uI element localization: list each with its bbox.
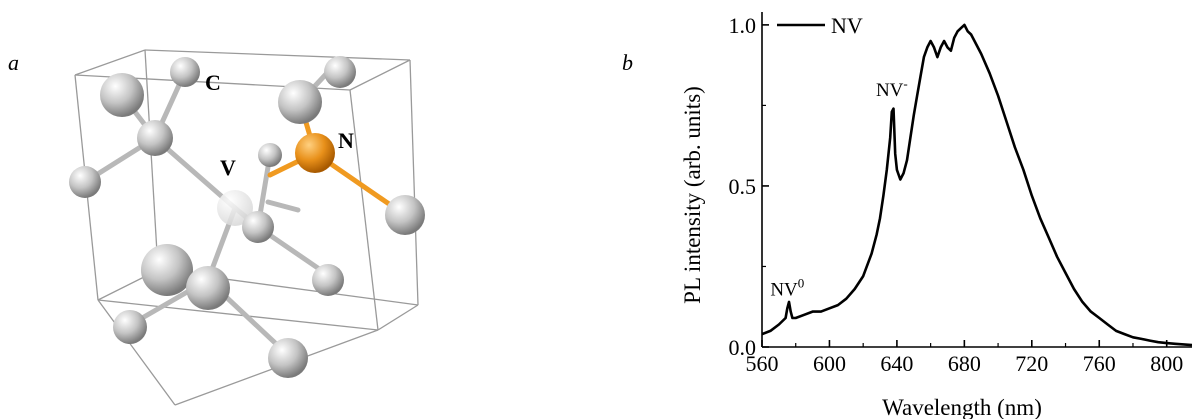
plot-area — [761, 12, 1192, 348]
carbon-atom — [242, 211, 274, 243]
peak-annotation: NV- — [876, 76, 908, 101]
y-ticks: 0.0 0.5 1.0 — [729, 13, 769, 360]
nitrogen-atom — [295, 133, 335, 173]
vacancy-site — [217, 190, 253, 226]
carbon-atom — [186, 266, 230, 310]
y-axis-title: PL intensity (arb. units) — [680, 86, 705, 304]
x-tick-label: 800 — [1150, 351, 1183, 376]
peak-annotations: NV0 NV- — [770, 76, 907, 301]
peak-annotation: NV0 — [770, 275, 804, 300]
y-tick-label: 0.5 — [729, 174, 757, 199]
x-tick-label: 680 — [948, 351, 981, 376]
panel-a-label: a — [8, 50, 19, 75]
y-tick-label: 0.0 — [729, 335, 757, 360]
carbon-atom — [137, 120, 173, 156]
carbon-atom — [385, 195, 425, 235]
x-tick-label: 600 — [813, 351, 846, 376]
legend-label-nv: NV — [831, 13, 863, 38]
peak-annotation-superscript: 0 — [798, 275, 805, 290]
peak-annotation-superscript: - — [903, 76, 907, 91]
x-tick-label: 760 — [1083, 351, 1116, 376]
carbon-atom — [278, 80, 322, 124]
carbon-atom — [100, 73, 144, 117]
carbon-atom — [324, 56, 356, 88]
carbon-atom — [268, 338, 308, 378]
carbon-atom — [312, 264, 344, 296]
nv-center-structure-diagram: C V N — [69, 49, 425, 406]
vacancy-label: V — [220, 155, 236, 180]
x-tick-label: 560 — [746, 351, 779, 376]
pl-spectrum-chart: 0.00.51.0 560 600 640 680 720 760 800 NV NV0NV… — [680, 12, 1192, 419]
x-ticks: 560 600 640 680 720 760 800 — [746, 340, 1183, 376]
panel-b-label: b — [622, 50, 633, 75]
x-tick-label: 720 — [1015, 351, 1048, 376]
carbon-atom — [141, 244, 193, 296]
y-tick-label: 1.0 — [729, 13, 757, 38]
nitrogen-label: N — [338, 128, 354, 153]
legend: NV — [777, 13, 863, 38]
carbon-atom — [69, 166, 101, 198]
x-axis-title: Wavelength (nm) — [882, 395, 1042, 419]
series-line-nv — [761, 23, 1192, 347]
x-tick-label: 640 — [880, 351, 913, 376]
carbon-label: C — [205, 70, 221, 95]
carbon-atom — [113, 310, 147, 344]
carbon-atom — [258, 143, 282, 167]
carbon-atom — [170, 57, 200, 87]
